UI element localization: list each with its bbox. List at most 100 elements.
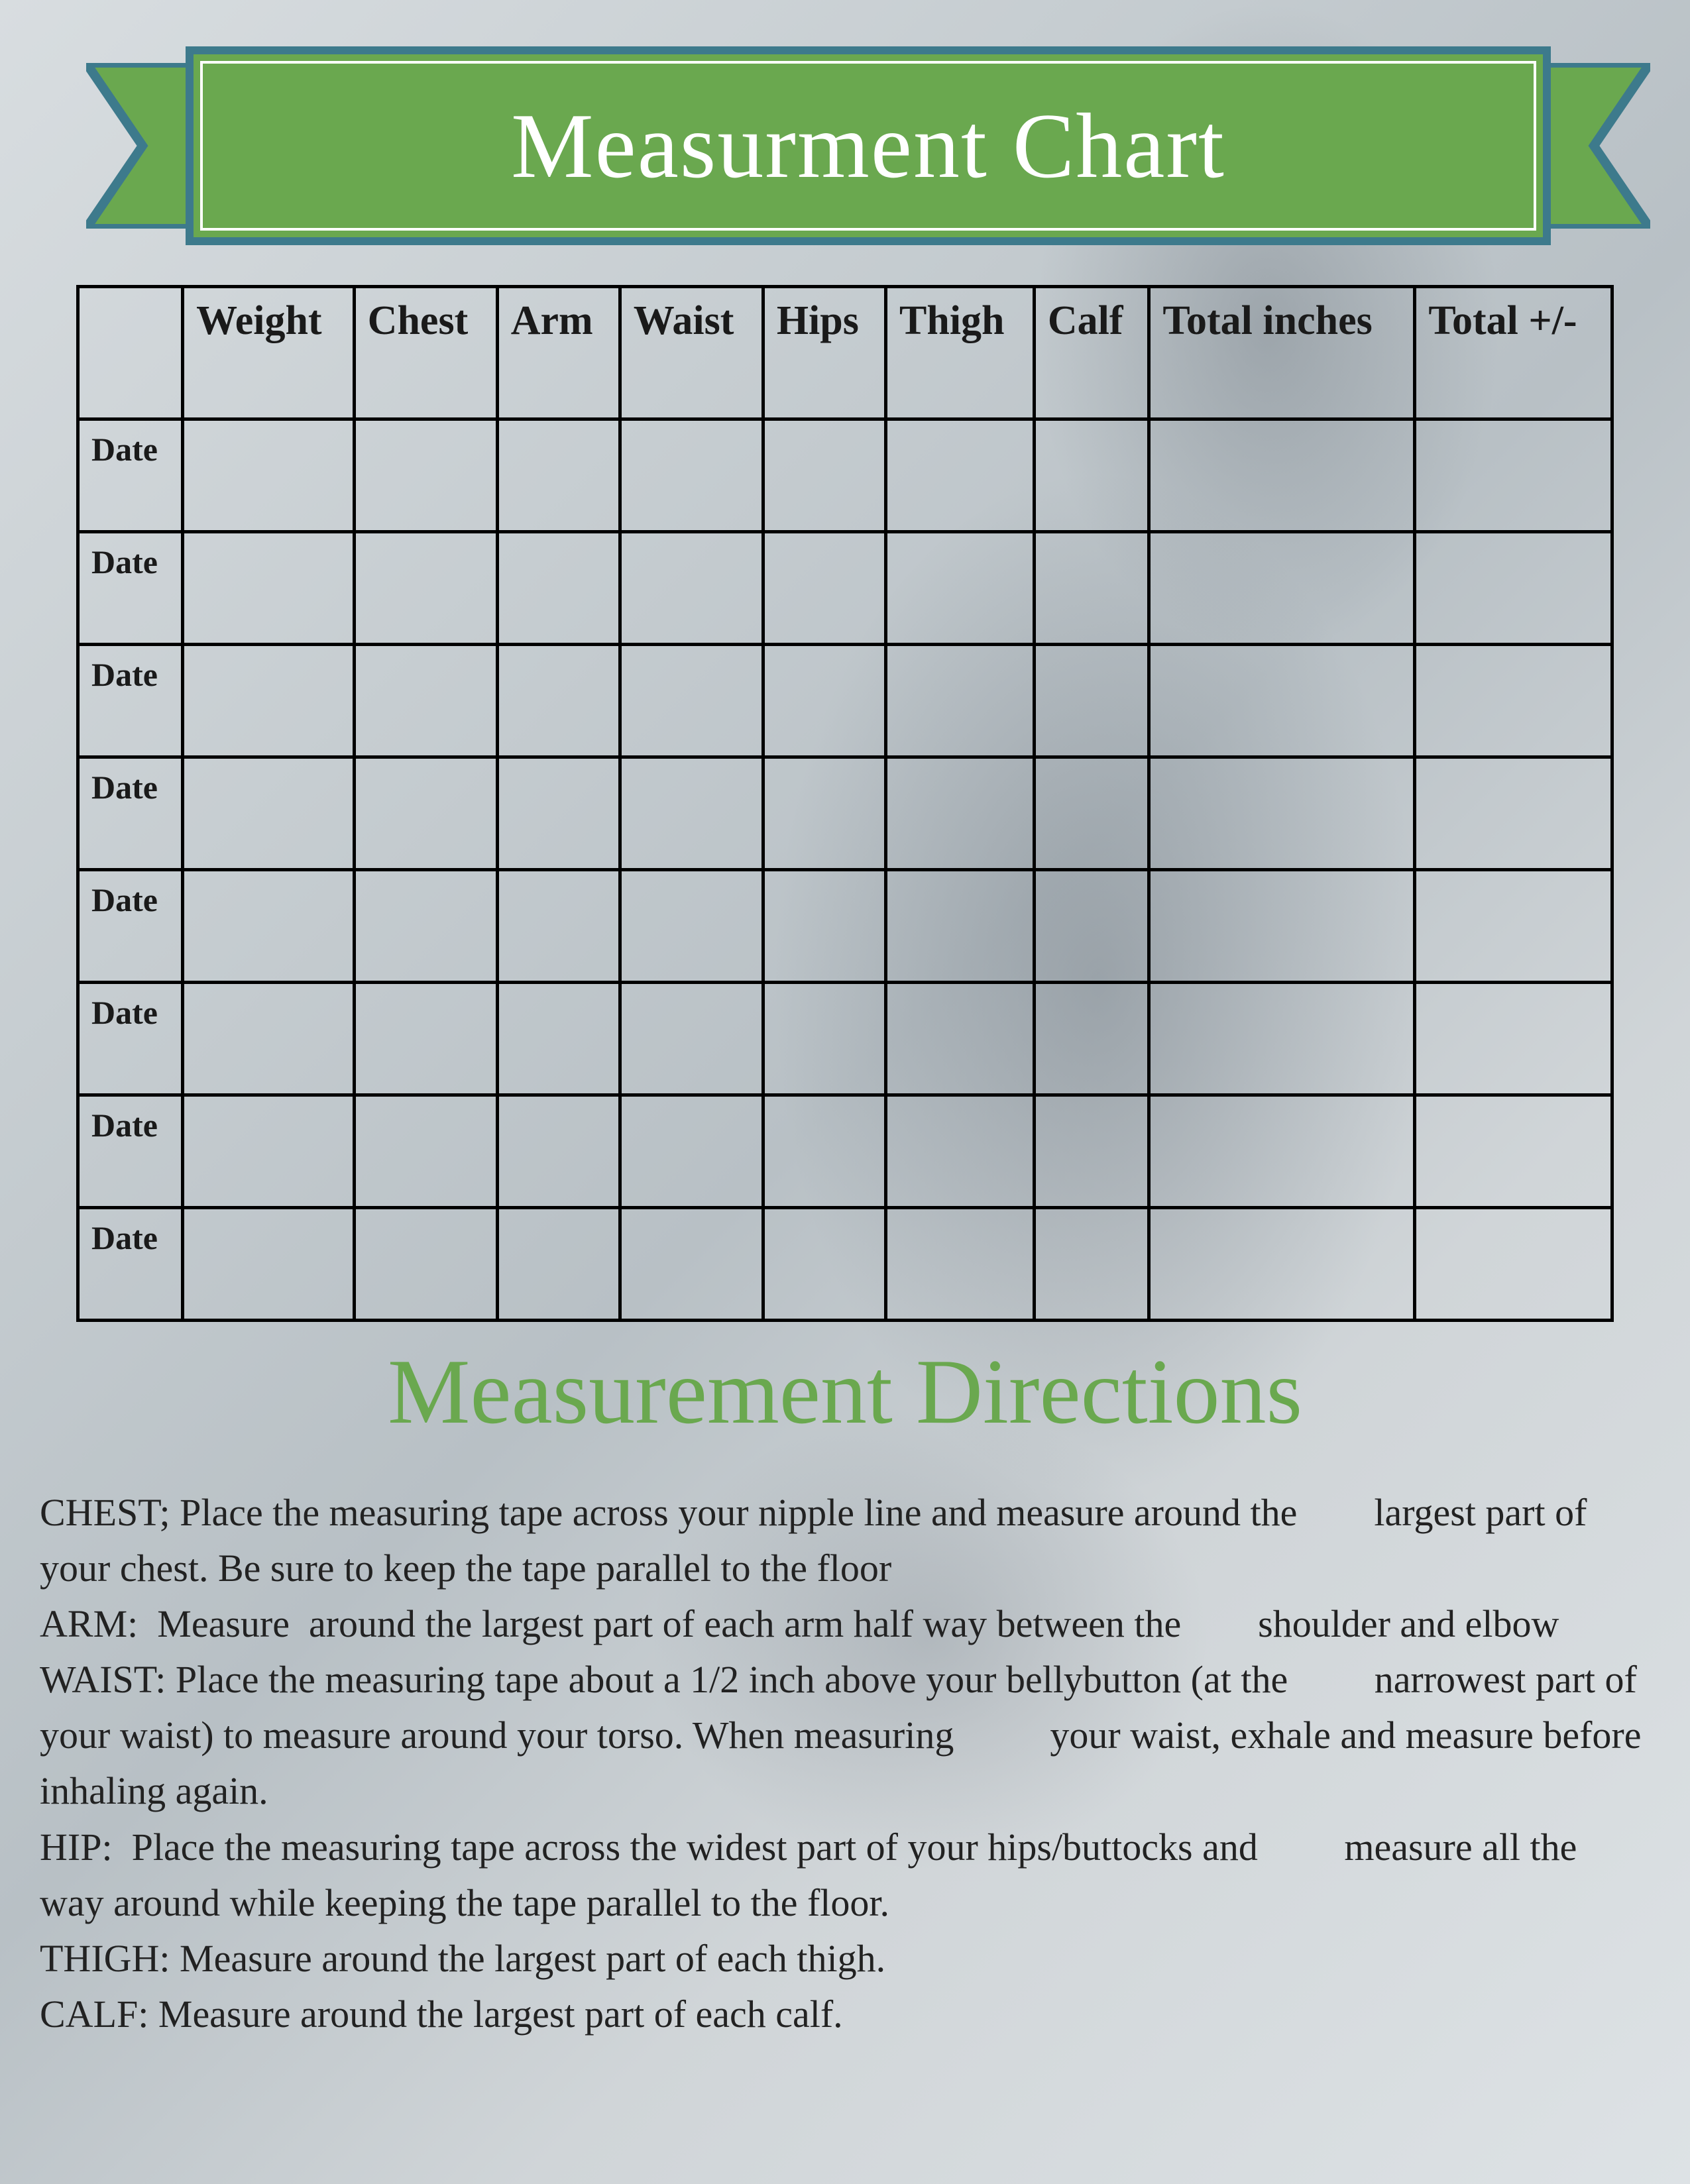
table-cell[interactable] — [1415, 645, 1612, 757]
table-cell[interactable] — [620, 1095, 763, 1208]
table-cell[interactable] — [1034, 983, 1149, 1095]
table-cell[interactable] — [497, 532, 620, 645]
table-cell[interactable] — [1034, 1208, 1149, 1321]
table-cell[interactable] — [183, 532, 355, 645]
table-cell[interactable] — [1034, 645, 1149, 757]
col-header: Calf — [1034, 287, 1149, 419]
table-cell[interactable] — [620, 983, 763, 1095]
table-cell[interactable] — [497, 1095, 620, 1208]
row-label: Date — [78, 757, 183, 870]
table-cell[interactable] — [1415, 1208, 1612, 1321]
table-cell[interactable] — [1149, 419, 1415, 532]
table-cell[interactable] — [354, 1208, 497, 1321]
table-header-row: WeightChestArmWaistHipsThighCalfTotal in… — [78, 287, 1612, 419]
col-header: Chest — [354, 287, 497, 419]
table-cell[interactable] — [183, 983, 355, 1095]
table-cell[interactable] — [354, 419, 497, 532]
row-label: Date — [78, 419, 183, 532]
col-header: Hips — [763, 287, 885, 419]
row-label: Date — [78, 1095, 183, 1208]
banner-title: Measurment Chart — [511, 93, 1225, 199]
table-cell[interactable] — [620, 419, 763, 532]
banner-box: Measurment Chart — [186, 46, 1551, 245]
col-header: Thigh — [886, 287, 1035, 419]
table-cell[interactable] — [620, 532, 763, 645]
table-cell[interactable] — [1415, 1095, 1612, 1208]
table-cell[interactable] — [763, 532, 885, 645]
col-header: Arm — [497, 287, 620, 419]
table-cell[interactable] — [183, 870, 355, 983]
page: Measurment Chart WeightChestArmWaistHips… — [0, 0, 1690, 2184]
table-cell[interactable] — [886, 645, 1035, 757]
directions-title: Measurement Directions — [40, 1338, 1650, 1445]
table-cell[interactable] — [620, 645, 763, 757]
col-header: Total +/- — [1415, 287, 1612, 419]
table-cell[interactable] — [886, 870, 1035, 983]
row-label: Date — [78, 532, 183, 645]
measurement-table: WeightChestArmWaistHipsThighCalfTotal in… — [76, 285, 1614, 1322]
table-cell[interactable] — [1034, 532, 1149, 645]
table-cell[interactable] — [183, 1208, 355, 1321]
table-cell[interactable] — [1034, 870, 1149, 983]
table-row: Date — [78, 983, 1612, 1095]
table-cell[interactable] — [1149, 532, 1415, 645]
table-cell[interactable] — [886, 419, 1035, 532]
table-cell[interactable] — [1034, 419, 1149, 532]
table-row: Date — [78, 870, 1612, 983]
table-cell[interactable] — [497, 1208, 620, 1321]
table-cell[interactable] — [1149, 757, 1415, 870]
table-cell[interactable] — [1149, 870, 1415, 983]
table-cell[interactable] — [763, 757, 885, 870]
table-cell[interactable] — [1415, 870, 1612, 983]
table-cell[interactable] — [1149, 983, 1415, 1095]
table-cell[interactable] — [354, 870, 497, 983]
table-cell[interactable] — [183, 1095, 355, 1208]
table-cell[interactable] — [1415, 532, 1612, 645]
title-banner: Measurment Chart — [86, 46, 1650, 245]
table-cell[interactable] — [497, 983, 620, 1095]
table-cell[interactable] — [763, 1095, 885, 1208]
directions-section: Measurement Directions CHEST; Place the … — [40, 1338, 1650, 2042]
table-cell[interactable] — [183, 757, 355, 870]
table-cell[interactable] — [1034, 757, 1149, 870]
table-cell[interactable] — [886, 1095, 1035, 1208]
directions-body: CHEST; Place the measuring tape across y… — [40, 1485, 1650, 2042]
table-cell[interactable] — [183, 645, 355, 757]
table-cell[interactable] — [763, 1208, 885, 1321]
table-cell[interactable] — [354, 1095, 497, 1208]
table-cell[interactable] — [1415, 757, 1612, 870]
table-cell[interactable] — [1149, 1095, 1415, 1208]
table-cell[interactable] — [1034, 1095, 1149, 1208]
table-cell[interactable] — [354, 532, 497, 645]
table-cell[interactable] — [763, 983, 885, 1095]
table-cell[interactable] — [886, 983, 1035, 1095]
table-cell[interactable] — [763, 645, 885, 757]
table-cell[interactable] — [1415, 419, 1612, 532]
table-cell[interactable] — [1149, 645, 1415, 757]
table-cell[interactable] — [763, 870, 885, 983]
table-cell[interactable] — [354, 645, 497, 757]
table-cell[interactable] — [886, 532, 1035, 645]
table-cell[interactable] — [886, 1208, 1035, 1321]
table-cell[interactable] — [620, 870, 763, 983]
ribbon-right-icon — [1538, 63, 1650, 229]
table-cell[interactable] — [1415, 983, 1612, 1095]
table-row: Date — [78, 645, 1612, 757]
row-label: Date — [78, 983, 183, 1095]
table-cell[interactable] — [354, 757, 497, 870]
table-cell[interactable] — [497, 870, 620, 983]
row-label: Date — [78, 1208, 183, 1321]
table-cell[interactable] — [497, 645, 620, 757]
table-cell[interactable] — [354, 983, 497, 1095]
table-cell[interactable] — [620, 1208, 763, 1321]
table-cell[interactable] — [497, 419, 620, 532]
table-cell[interactable] — [497, 757, 620, 870]
table-cell[interactable] — [620, 757, 763, 870]
table-cell[interactable] — [763, 419, 885, 532]
table-cell[interactable] — [183, 419, 355, 532]
table-row: Date — [78, 757, 1612, 870]
table-cell[interactable] — [1149, 1208, 1415, 1321]
col-header: Weight — [183, 287, 355, 419]
table-head: WeightChestArmWaistHipsThighCalfTotal in… — [78, 287, 1612, 419]
table-cell[interactable] — [886, 757, 1035, 870]
